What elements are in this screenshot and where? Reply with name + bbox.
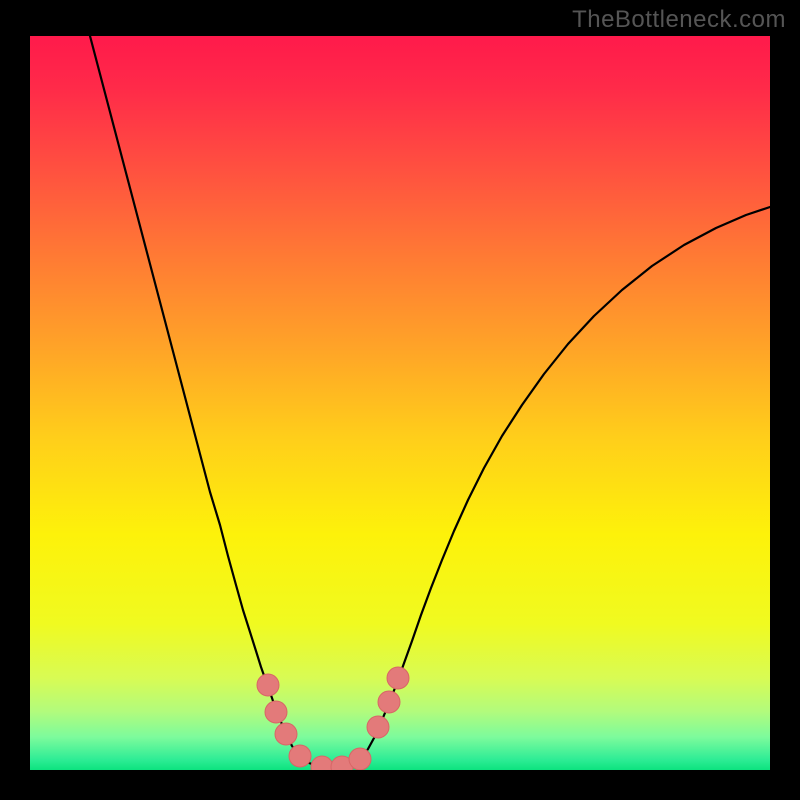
bottleneck-curve-chart bbox=[0, 0, 800, 800]
data-marker bbox=[387, 667, 409, 689]
plot-area bbox=[30, 36, 770, 770]
data-marker bbox=[367, 716, 389, 738]
data-marker bbox=[257, 674, 279, 696]
data-marker bbox=[275, 723, 297, 745]
chart-root: TheBottleneck.com bbox=[0, 0, 800, 800]
data-marker bbox=[378, 691, 400, 713]
data-marker bbox=[265, 701, 287, 723]
data-marker bbox=[289, 745, 311, 767]
data-marker bbox=[349, 748, 371, 770]
